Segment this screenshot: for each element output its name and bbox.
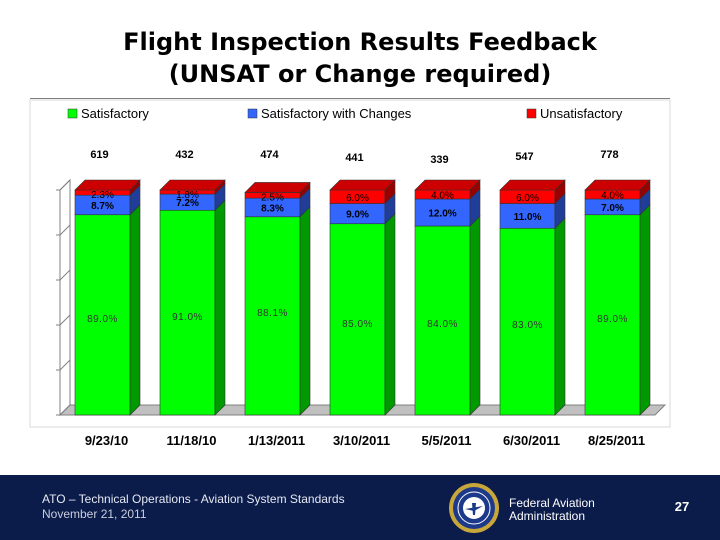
slide-title: Flight Inspection Results Feedback (UNSA…	[0, 26, 720, 90]
bar-satisfactory-with-changes-4	[414, 198, 471, 227]
page-number: 27	[674, 499, 690, 514]
y-tick-depth	[59, 224, 71, 236]
side-wall	[59, 178, 71, 417]
label-changes-2: 8.3%	[261, 203, 284, 214]
footer-agency: Federal Aviation Administration	[509, 497, 595, 523]
title-divider	[30, 98, 670, 99]
bar-top-0	[74, 179, 141, 191]
legend-swatch-1	[247, 108, 258, 119]
label-unsat-5: 6.0%	[516, 193, 539, 204]
x-tick-label-3: 3/10/2011	[333, 433, 390, 448]
bar-side-0-2	[299, 206, 311, 416]
agency-line-2: Administration	[509, 509, 586, 523]
bar-top-4	[414, 179, 481, 191]
bar-top-3	[329, 179, 396, 191]
footer-date: November 21, 2011	[42, 507, 147, 521]
bar-satisfactory-5	[499, 227, 556, 416]
total-count-6: 778	[600, 149, 618, 161]
label-satisfactory-6: 89.0%	[597, 314, 628, 325]
y-tick-depth	[59, 179, 71, 191]
x-tick-label-6: 8/25/2011	[588, 433, 645, 448]
faa-seal-icon	[449, 483, 499, 533]
legend-label-1: Satisfactory with Changes	[261, 106, 412, 121]
label-satisfactory-3: 85.0%	[342, 319, 373, 330]
x-tick-label-5: 6/30/2011	[503, 433, 560, 448]
legend-label-2: Unsatisfactory	[540, 106, 623, 121]
bar-side-0-3	[384, 213, 396, 416]
bar-top-2	[244, 182, 311, 193]
footer-bar: ATO – Technical Operations - Aviation Sy…	[0, 475, 720, 540]
y-tick-depth	[59, 404, 71, 416]
total-count-3: 441	[345, 152, 363, 164]
bar-satisfactory-3	[329, 223, 386, 416]
x-tick-label-4: 5/5/2011	[422, 433, 472, 448]
bar-satisfactory-1	[159, 209, 216, 416]
label-satisfactory-1: 91.0%	[172, 312, 203, 323]
legend-swatch-0	[67, 108, 78, 119]
footer-left: ATO – Technical Operations - Aviation Sy…	[42, 492, 345, 522]
label-unsat-4: 4.0%	[431, 191, 454, 202]
footer-org: ATO – Technical Operations - Aviation Sy…	[42, 492, 345, 506]
total-count-1: 432	[175, 149, 193, 161]
label-unsat-6: 4.0%	[601, 191, 624, 202]
bar-side-0-4	[469, 215, 481, 416]
y-tick-depth	[59, 359, 71, 371]
total-count-2: 474	[260, 149, 279, 161]
label-changes-0: 8.7%	[91, 201, 114, 212]
title-line-2: (UNSAT or Change required)	[168, 60, 552, 88]
label-unsat-2: 2.5%	[261, 192, 284, 203]
plot-frame	[29, 99, 671, 428]
title-line-1: Flight Inspection Results Feedback	[123, 28, 597, 56]
bar-side-0-0	[129, 204, 141, 416]
legend-label-0: Satisfactory	[81, 106, 149, 121]
bar-side-0-6	[639, 204, 651, 416]
agency-line-1: Federal Aviation	[509, 496, 595, 510]
label-unsat-1: 1.8%	[176, 190, 199, 201]
label-changes-4: 12.0%	[428, 209, 456, 220]
label-changes-1: 7.2%	[176, 198, 199, 209]
label-unsat-3: 6.0%	[346, 193, 369, 204]
bar-satisfactory-4	[414, 225, 471, 416]
label-satisfactory-4: 84.0%	[427, 319, 458, 330]
bar-top-6	[584, 179, 651, 191]
label-changes-3: 9.0%	[346, 210, 369, 221]
label-unsat-0: 2.3%	[91, 190, 114, 201]
label-satisfactory-5: 83.0%	[512, 320, 543, 331]
bar-satisfactory-with-changes-5	[499, 203, 556, 229]
stacked-bar-chart: Satisfactory Satisfactory with Changes Uns…	[29, 99, 671, 448]
bar-satisfactory-0	[74, 214, 131, 416]
label-satisfactory-2: 88.1%	[257, 308, 288, 319]
bar-top-5	[499, 179, 566, 191]
x-tick-label-2: 1/13/2011	[248, 433, 305, 448]
y-tick-depth	[59, 314, 71, 326]
y-tick-depth	[59, 269, 71, 281]
total-count-0: 619	[90, 149, 108, 161]
x-tick-label-0: 9/23/10	[85, 433, 128, 448]
x-tick-label-1: 11/18/10	[167, 433, 217, 448]
label-changes-6: 7.0%	[601, 203, 624, 214]
label-satisfactory-0: 89.0%	[87, 314, 118, 325]
total-count-5: 547	[515, 151, 533, 163]
total-count-4: 339	[430, 154, 448, 166]
bar-satisfactory-6	[584, 214, 641, 416]
bar-satisfactory-2	[244, 216, 301, 416]
bar-side-0-1	[214, 199, 226, 416]
bar-top-1	[159, 179, 226, 191]
label-changes-5: 11.0%	[514, 212, 542, 223]
legend-swatch-2	[526, 108, 537, 119]
bar-side-0-5	[554, 217, 566, 416]
